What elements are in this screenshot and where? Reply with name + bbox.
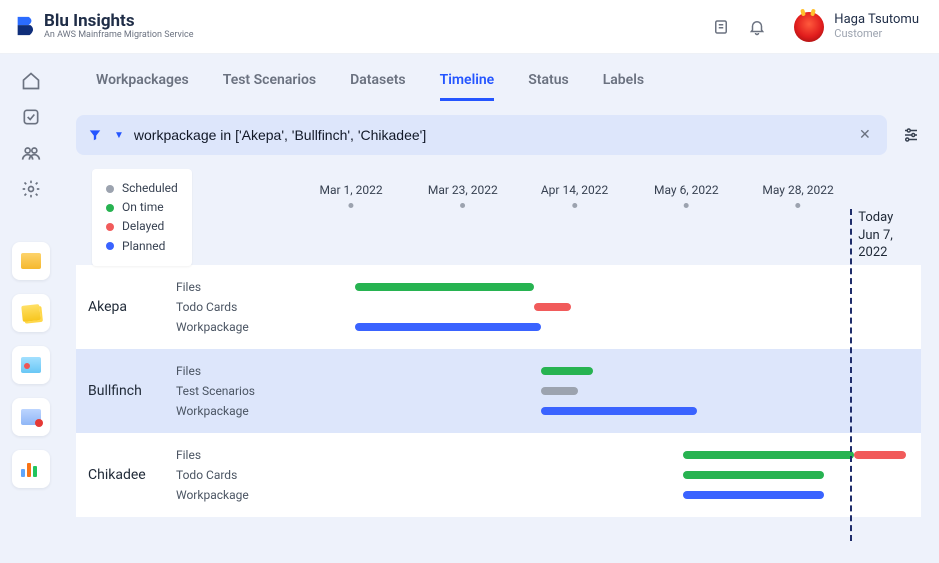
rail-shortcut-notes[interactable] (12, 294, 50, 332)
sliders-icon (902, 126, 920, 144)
lane-label: Files (176, 364, 201, 378)
avatar-icon (794, 12, 824, 42)
filter-row: ▼ ✕ (76, 115, 921, 155)
tab-labels[interactable]: Labels (603, 72, 644, 101)
top-bar: Blu Insights An AWS Mainframe Migration … (0, 0, 939, 54)
row-name: Chikadee (76, 433, 176, 517)
gantt-bar[interactable] (541, 387, 578, 395)
lane-label: Test Scenarios (176, 384, 255, 398)
user-menu[interactable]: Haga Tsutomu Customer (794, 12, 919, 42)
image-icon (21, 357, 41, 373)
home-icon (21, 71, 41, 91)
nav-people[interactable] (20, 142, 42, 164)
tab-test-scenarios[interactable]: Test Scenarios (223, 72, 316, 101)
axis-tick: May 6, 2022 (654, 183, 719, 208)
lane: Workpackage (176, 485, 921, 505)
rail-shortcut-calendar[interactable] (12, 398, 50, 436)
timeline-axis: Mar 1, 2022 Mar 23, 2022 Apr 14, 2022 May 6… (176, 183, 921, 217)
nav-tasks[interactable] (20, 106, 42, 128)
user-role: Customer (834, 28, 919, 41)
tab-bar: Workpackages Test Scenarios Datasets Timeli… (76, 68, 921, 101)
timeline: ScheduledOn timeDelayedPlanned Mar 1, 20… (76, 169, 921, 541)
gear-icon (21, 179, 41, 199)
lane: Files (176, 361, 921, 381)
user-name: Haga Tsutomu (834, 13, 919, 28)
brand-subtitle: An AWS Mainframe Migration Service (44, 31, 194, 41)
gantt-bar[interactable] (355, 323, 541, 331)
lane: Workpackage (176, 401, 921, 421)
legend-item: Planned (106, 237, 178, 256)
lane-label: Todo Cards (176, 300, 237, 314)
app-shell: Workpackages Test Scenarios Datasets Timeli… (0, 54, 939, 563)
checkbox-icon (21, 107, 41, 127)
rail-shortcut-reports[interactable] (12, 450, 50, 488)
lane: Todo Cards (176, 465, 921, 485)
filter-bar[interactable]: ▼ ✕ (76, 115, 887, 155)
gantt-bar[interactable] (541, 407, 697, 415)
legend: ScheduledOn timeDelayedPlanned (92, 169, 192, 266)
gantt-bar[interactable] (355, 283, 534, 291)
today-label: TodayJun 7, 2022 (858, 209, 921, 262)
chart-icon (21, 461, 41, 477)
axis-tick: May 28, 2022 (762, 183, 833, 208)
brand-title: Blu Insights (44, 12, 194, 31)
lane: Test Scenarios (176, 381, 921, 401)
timeline-row: ChikadeeFiles Todo Cards Workpackage (76, 433, 921, 517)
row-name: Akepa (76, 265, 176, 349)
row-body: Files Todo Cards Workpackage (176, 265, 921, 349)
people-icon (21, 143, 41, 163)
nav-home[interactable] (20, 70, 42, 92)
lane-label: Workpackage (176, 320, 249, 334)
axis-tick: Mar 23, 2022 (428, 183, 498, 208)
brand-logo-icon (14, 15, 36, 37)
today-marker (850, 209, 852, 541)
gantt-bar[interactable] (854, 451, 906, 459)
nav-settings[interactable] (20, 178, 42, 200)
calendar-icon (21, 409, 41, 425)
lane-label: Todo Cards (176, 468, 237, 482)
legend-item: On time (106, 198, 178, 217)
lane-label: Workpackage (176, 488, 249, 502)
filter-icon (88, 127, 104, 143)
docs-icon[interactable] (712, 18, 730, 36)
tab-status[interactable]: Status (528, 72, 568, 101)
lane: Workpackage (176, 317, 921, 337)
left-rail (0, 54, 62, 563)
lane: Todo Cards (176, 297, 921, 317)
clear-filter-button[interactable]: ✕ (859, 127, 875, 143)
tab-datasets[interactable]: Datasets (350, 72, 406, 101)
gantt-bar[interactable] (683, 491, 825, 499)
row-body: Files Test Scenarios Workpackage (176, 349, 921, 433)
main-panel: Workpackages Test Scenarios Datasets Timeli… (62, 54, 939, 563)
lane: Files (176, 277, 921, 297)
row-body: Files Todo Cards Workpackage (176, 433, 921, 517)
folder-icon (21, 253, 41, 269)
filter-input[interactable] (134, 127, 849, 143)
lane-label: Files (176, 280, 201, 294)
brand[interactable]: Blu Insights An AWS Mainframe Migration … (14, 12, 194, 41)
timeline-row: AkepaFiles Todo Cards Workpackage (76, 265, 921, 349)
axis-tick: Mar 1, 2022 (320, 183, 383, 208)
notes-icon (21, 304, 41, 322)
gantt-bar[interactable] (541, 367, 593, 375)
timeline-row: BullfinchFiles Test Scenarios Workpackage (76, 349, 921, 433)
rail-shortcut-folder[interactable] (12, 242, 50, 280)
gantt-bar[interactable] (534, 303, 571, 311)
row-name: Bullfinch (76, 349, 176, 433)
gantt-bar[interactable] (683, 451, 854, 459)
gantt-bar[interactable] (683, 471, 825, 479)
legend-item: Scheduled (106, 179, 178, 198)
timeline-tracks: AkepaFilesTodo CardsWorkpackageBullfinch… (76, 265, 921, 541)
lane-label: Files (176, 448, 201, 462)
axis-tick: Apr 14, 2022 (541, 183, 608, 208)
view-settings-button[interactable] (901, 125, 921, 145)
chevron-down-icon[interactable]: ▼ (114, 130, 124, 141)
tab-timeline[interactable]: Timeline (440, 72, 495, 101)
bell-icon[interactable] (748, 18, 766, 36)
legend-item: Delayed (106, 217, 178, 236)
lane-label: Workpackage (176, 404, 249, 418)
tab-workpackages[interactable]: Workpackages (96, 72, 189, 101)
lane: Files (176, 445, 921, 465)
rail-shortcut-images[interactable] (12, 346, 50, 384)
